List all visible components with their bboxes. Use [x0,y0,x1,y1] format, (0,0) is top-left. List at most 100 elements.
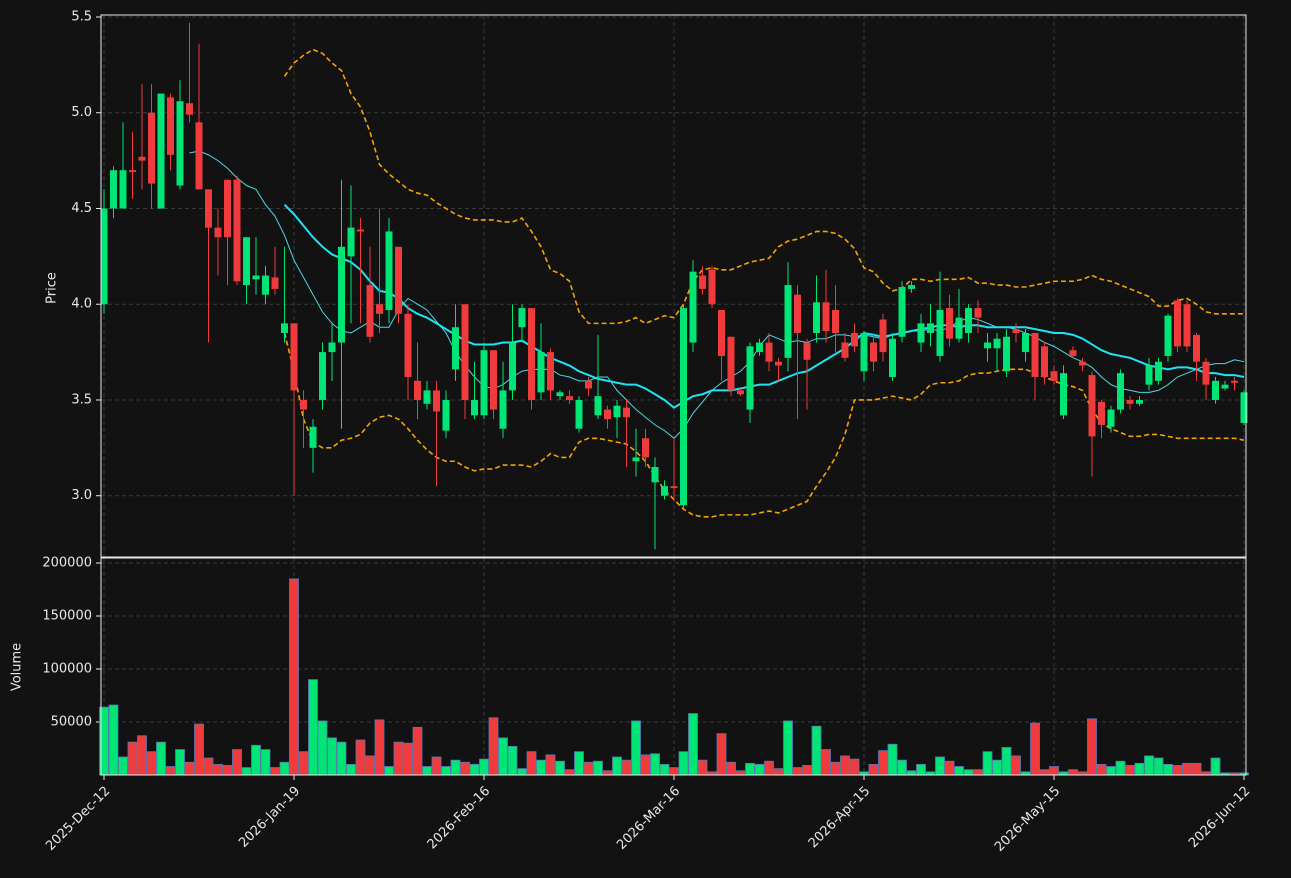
candle-body [214,227,222,238]
candle-body [1003,336,1010,372]
candle-body [585,380,592,389]
volume-bar [1191,762,1202,776]
y-tick-label: 5.0 [71,105,92,120]
candle-body [347,227,355,257]
candle-body [366,285,374,337]
candle-body [879,319,887,353]
volume-bar [488,717,499,776]
volume-bar [868,764,879,776]
candle-body [718,309,725,356]
volume-bar [175,749,185,776]
volume-bar [1030,722,1040,776]
volume-bar [431,756,442,776]
volume-bar [517,768,527,776]
volume-bar [688,713,698,776]
volume-bar [536,759,546,776]
candle-body [338,246,345,343]
volume-bar [184,761,195,776]
volume-bar [1068,769,1078,776]
volume-bar [1144,755,1154,776]
volume-bar [963,769,974,776]
candle-body [604,409,611,420]
candle-body [1126,399,1134,404]
volume-bar [232,749,242,776]
volume-bar [507,745,518,776]
candle-body [632,457,640,462]
candle-body [252,275,260,280]
volume-bar [203,757,214,776]
volume-bar [935,756,945,776]
candle-body [262,275,269,295]
candle-body [509,342,516,391]
volume-bar [289,578,299,776]
y-tick-label: 100000 [42,662,92,677]
volume-bar [526,751,537,776]
volume-bar [669,767,679,776]
indicator-line [283,332,1245,518]
candle-body [889,338,896,377]
volume-bar [954,766,964,776]
volume-bar [811,725,822,776]
candle-body [1041,346,1048,377]
volume-bar [612,756,622,776]
candle-body [1136,399,1143,404]
volume-bar [916,764,926,776]
candle-body [309,426,317,448]
candle-body [965,308,972,333]
candle-body [870,342,877,362]
candle-body [233,179,241,282]
volume-bar [650,753,660,776]
candle-body [442,399,450,431]
candle-body [1145,365,1153,385]
candle-body [813,302,820,333]
candle-body [832,309,839,333]
candle-body [518,308,526,328]
volume-bar [1049,766,1059,776]
volume-bar [479,758,489,776]
candle-body [1069,350,1077,356]
volume-bar [897,759,907,776]
y-axis-label: Volume [10,643,25,691]
volume-bar [422,766,432,776]
volume-bar [498,737,508,776]
candle-body [547,352,554,391]
volume-bar [194,723,204,776]
volume-bar [631,720,641,776]
volume-bar [336,741,347,776]
candle-body [699,275,706,289]
volume-bar [355,739,366,776]
volume-bar [241,767,252,776]
candle-body [1193,334,1200,362]
volume-bar [222,765,233,776]
volume-bar [1134,762,1145,776]
volume-bar [849,758,860,776]
volume-bar [118,756,128,776]
candle-body [1174,300,1181,347]
candle-body [936,309,944,356]
volume-bar [270,767,280,776]
panel-frame [100,14,1247,558]
candle-body [452,327,459,370]
candle-body [727,336,735,391]
volume-bar [906,770,917,776]
indicator-line [283,48,1244,325]
volume-bar [165,766,176,776]
volume-bar [821,749,831,776]
candle-body [1240,392,1248,423]
volume-bar [108,704,119,776]
volume-bar [944,760,955,776]
candle-body [224,179,231,238]
volume-bar [298,751,309,776]
volume-bar [602,770,613,776]
volume-bar [213,764,223,776]
candle-body [661,486,668,496]
volume-bar [735,770,746,776]
volume-bar [308,679,318,776]
candle-body [119,170,127,209]
candle-body [490,350,497,410]
candle-body [433,390,440,412]
volume-bar [460,761,470,776]
candle-body [1117,373,1124,410]
candle-body [756,342,763,353]
volume-bar [564,769,575,776]
